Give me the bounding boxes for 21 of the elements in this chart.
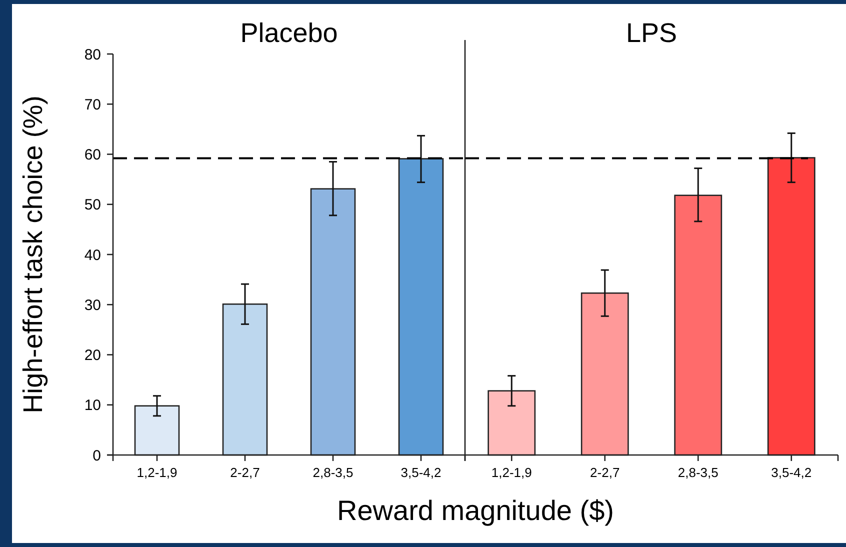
x-tick-label: 3,5-4,2 xyxy=(400,465,442,480)
y-tick-label: 0 xyxy=(92,447,101,464)
y-tick-label: 10 xyxy=(84,397,101,414)
y-axis-title: High-effort task choice (%) xyxy=(18,96,48,414)
y-tick-label: 20 xyxy=(84,347,101,364)
x-tick-label: 2,8-3,5 xyxy=(678,465,718,480)
y-tick-label: 80 xyxy=(84,46,101,64)
y-tick-label: 40 xyxy=(84,246,101,264)
chart-title: Placebo xyxy=(240,18,338,48)
x-tick-label: 2,8-3,5 xyxy=(312,465,354,480)
x-axis-title: Reward magnitude ($) xyxy=(336,495,614,526)
y-tick-label: 60 xyxy=(84,146,101,164)
x-tick-label: 3,5-4,2 xyxy=(771,465,812,480)
y-tick-label: 50 xyxy=(84,196,101,214)
x-tick-label: 2-2,7 xyxy=(230,465,260,480)
chart-title: LPS xyxy=(626,18,678,48)
x-tick-label: 1,2-1,9 xyxy=(491,465,532,480)
x-tick-label: 1,2-1,9 xyxy=(136,465,178,480)
y-tick-label: 30 xyxy=(84,296,101,314)
y-tick-label: 70 xyxy=(84,96,101,114)
x-tick-label: 2-2,7 xyxy=(590,465,620,480)
